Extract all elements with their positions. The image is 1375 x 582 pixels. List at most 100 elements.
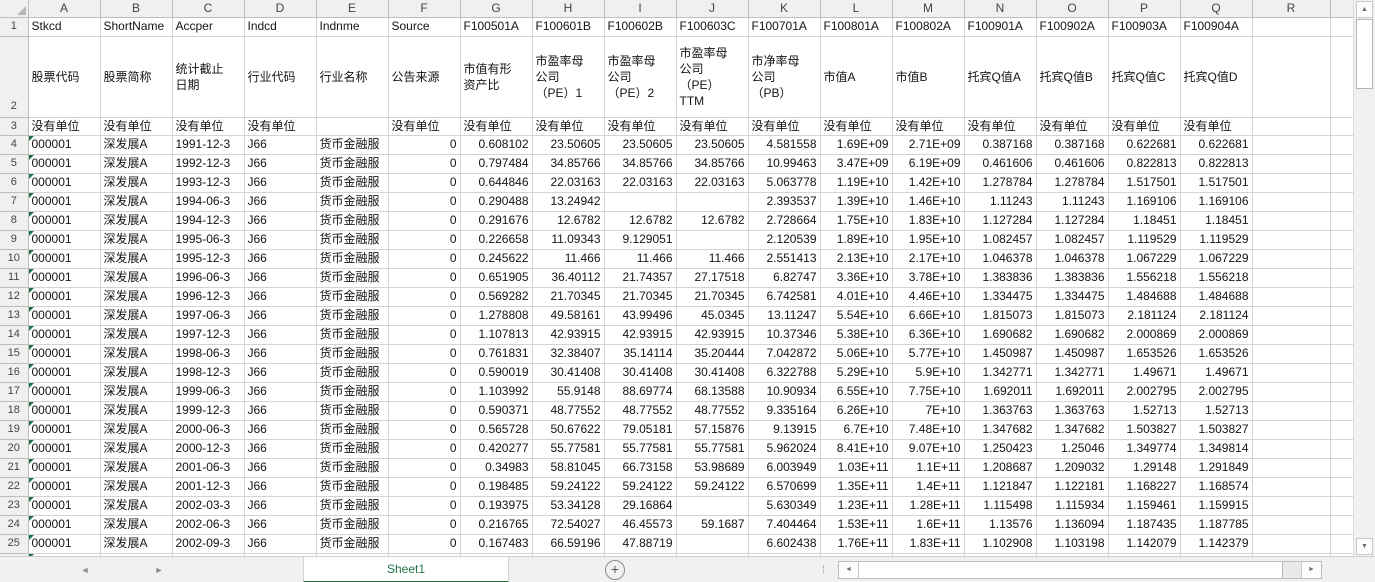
- cell-partial-18[interactable]: [1330, 401, 1353, 421]
- cell-M7[interactable]: 1.46E+10: [892, 192, 965, 212]
- cell-O19[interactable]: 1.347682: [1036, 420, 1109, 440]
- cell-O25[interactable]: 1.103198: [1036, 534, 1109, 554]
- vertical-scroll-thumb[interactable]: [1356, 19, 1373, 89]
- cell-K5[interactable]: 10.99463: [748, 154, 821, 174]
- cell-H14[interactable]: 42.93915: [532, 325, 605, 345]
- cell-partial-4[interactable]: [1330, 135, 1353, 155]
- cell-N20[interactable]: 1.250423: [964, 439, 1037, 459]
- cell-N4[interactable]: 0.387168: [964, 135, 1037, 155]
- row-header-10[interactable]: 10: [0, 249, 29, 269]
- cell-partial-10[interactable]: [1330, 249, 1353, 269]
- cell-P7[interactable]: 1.169106: [1108, 192, 1181, 212]
- cell-P9[interactable]: 1.119529: [1108, 230, 1181, 250]
- cell-F5[interactable]: 0: [388, 154, 461, 174]
- cell-B2[interactable]: 股票简称: [100, 36, 173, 118]
- cell-O15[interactable]: 1.450987: [1036, 344, 1109, 364]
- cell-K12[interactable]: 6.742581: [748, 287, 821, 307]
- cell-O16[interactable]: 1.342771: [1036, 363, 1109, 383]
- cell-O21[interactable]: 1.209032: [1036, 458, 1109, 478]
- cell-L1[interactable]: F100801A: [820, 17, 893, 37]
- cell-A11[interactable]: 000001: [28, 268, 101, 288]
- cell-O2[interactable]: 托宾Q值B: [1036, 36, 1109, 118]
- cell-O22[interactable]: 1.122181: [1036, 477, 1109, 497]
- col-header-C[interactable]: C: [172, 0, 245, 18]
- cell-N2[interactable]: 托宾Q值A: [964, 36, 1037, 118]
- cell-J23[interactable]: [676, 496, 749, 516]
- row-header-22[interactable]: 22: [0, 477, 29, 497]
- cell-C12[interactable]: 1996-12-3: [172, 287, 245, 307]
- cell-M26[interactable]: [892, 553, 965, 556]
- cell-R26[interactable]: [1252, 553, 1331, 556]
- cell-M19[interactable]: 7.48E+10: [892, 420, 965, 440]
- cell-I6[interactable]: 22.03163: [604, 173, 677, 193]
- cell-R19[interactable]: [1252, 420, 1331, 440]
- cell-Q14[interactable]: 2.000869: [1180, 325, 1253, 345]
- cell-D3[interactable]: 没有单位: [244, 117, 317, 136]
- cell-B10[interactable]: 深发展A: [100, 249, 173, 269]
- cell-M25[interactable]: 1.83E+11: [892, 534, 965, 554]
- cell-M1[interactable]: F100802A: [892, 17, 965, 37]
- cell-C24[interactable]: 2002-06-3: [172, 515, 245, 535]
- cell-G21[interactable]: 0.34983: [460, 458, 533, 478]
- cell-A18[interactable]: 000001: [28, 401, 101, 421]
- cell-N25[interactable]: 1.102908: [964, 534, 1037, 554]
- cell-E20[interactable]: 货币金融服: [316, 439, 389, 459]
- cell-P25[interactable]: 1.142079: [1108, 534, 1181, 554]
- cell-H19[interactable]: 50.67622: [532, 420, 605, 440]
- cell-F16[interactable]: 0: [388, 363, 461, 383]
- cell-D24[interactable]: J66: [244, 515, 317, 535]
- cell-R23[interactable]: [1252, 496, 1331, 516]
- cell-J25[interactable]: [676, 534, 749, 554]
- cell-H10[interactable]: 11.466: [532, 249, 605, 269]
- cell-I11[interactable]: 21.74357: [604, 268, 677, 288]
- cell-P24[interactable]: 1.187435: [1108, 515, 1181, 535]
- cell-L17[interactable]: 6.55E+10: [820, 382, 893, 402]
- cell-A5[interactable]: 000001: [28, 154, 101, 174]
- cell-I17[interactable]: 88.69774: [604, 382, 677, 402]
- cell-G7[interactable]: 0.290488: [460, 192, 533, 212]
- sheet-nav-right-icon[interactable]: ►: [154, 564, 164, 575]
- cell-J6[interactable]: 22.03163: [676, 173, 749, 193]
- cell-C13[interactable]: 1997-06-3: [172, 306, 245, 326]
- cell-Q15[interactable]: 1.653526: [1180, 344, 1253, 364]
- cell-O24[interactable]: 1.136094: [1036, 515, 1109, 535]
- cell-P5[interactable]: 0.822813: [1108, 154, 1181, 174]
- cell-J9[interactable]: [676, 230, 749, 250]
- cell-R13[interactable]: [1252, 306, 1331, 326]
- cell-L10[interactable]: 2.13E+10: [820, 249, 893, 269]
- cell-G3[interactable]: 没有单位: [460, 117, 533, 136]
- cell-G14[interactable]: 1.107813: [460, 325, 533, 345]
- cell-N19[interactable]: 1.347682: [964, 420, 1037, 440]
- cell-J4[interactable]: 23.50605: [676, 135, 749, 155]
- cell-P21[interactable]: 1.29148: [1108, 458, 1181, 478]
- cell-K8[interactable]: 2.728664: [748, 211, 821, 231]
- cell-B5[interactable]: 深发展A: [100, 154, 173, 174]
- cell-I4[interactable]: 23.50605: [604, 135, 677, 155]
- cell-K21[interactable]: 6.003949: [748, 458, 821, 478]
- cell-R4[interactable]: [1252, 135, 1331, 155]
- cell-N6[interactable]: 1.278784: [964, 173, 1037, 193]
- cell-B3[interactable]: 没有单位: [100, 117, 173, 136]
- cell-D10[interactable]: J66: [244, 249, 317, 269]
- cell-M16[interactable]: 5.9E+10: [892, 363, 965, 383]
- cell-A19[interactable]: 000001: [28, 420, 101, 440]
- cell-Q2[interactable]: 托宾Q值D: [1180, 36, 1253, 118]
- cell-I12[interactable]: 21.70345: [604, 287, 677, 307]
- cell-L22[interactable]: 1.35E+11: [820, 477, 893, 497]
- cell-partial-15[interactable]: [1330, 344, 1353, 364]
- cell-D6[interactable]: J66: [244, 173, 317, 193]
- cell-G25[interactable]: 0.167483: [460, 534, 533, 554]
- cell-Q13[interactable]: 2.181124: [1180, 306, 1253, 326]
- row-header-19[interactable]: 19: [0, 420, 29, 440]
- cell-N23[interactable]: 1.115498: [964, 496, 1037, 516]
- row-header-16[interactable]: 16: [0, 363, 29, 383]
- cell-G6[interactable]: 0.644846: [460, 173, 533, 193]
- cell-partial-20[interactable]: [1330, 439, 1353, 459]
- cell-H3[interactable]: 没有单位: [532, 117, 605, 136]
- cell-A22[interactable]: 000001: [28, 477, 101, 497]
- cell-H4[interactable]: 23.50605: [532, 135, 605, 155]
- cell-M24[interactable]: 1.6E+11: [892, 515, 965, 535]
- cell-C14[interactable]: 1997-12-3: [172, 325, 245, 345]
- cell-Q7[interactable]: 1.169106: [1180, 192, 1253, 212]
- cell-F20[interactable]: 0: [388, 439, 461, 459]
